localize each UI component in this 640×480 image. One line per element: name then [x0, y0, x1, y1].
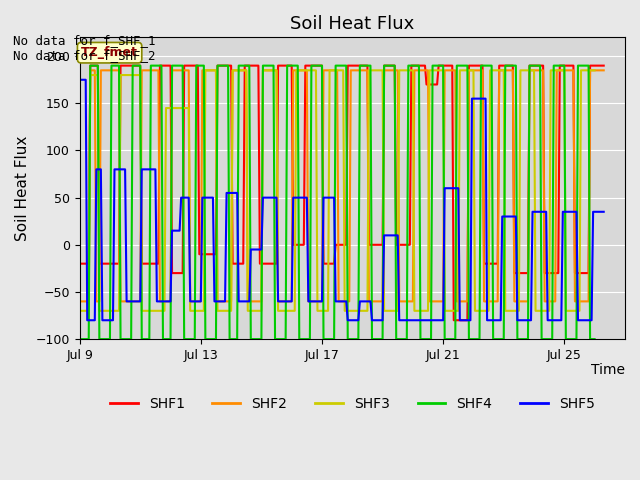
Text: TZ_fmet: TZ_fmet	[81, 46, 138, 59]
SHF1	[86, 63, 94, 69]
SHF1	[570, 63, 577, 69]
SHF5	[76, 77, 83, 83]
SHF5	[368, 317, 376, 323]
SHF5	[289, 195, 297, 201]
SHF3	[591, 68, 598, 73]
SHF3	[76, 308, 83, 314]
SHF2	[257, 299, 265, 304]
SHF3	[312, 68, 320, 73]
SHF2	[198, 68, 206, 73]
SHF1	[155, 261, 163, 266]
SHF2	[600, 68, 607, 73]
Line: SHF5: SHF5	[79, 80, 604, 320]
SHF2	[155, 68, 163, 73]
SHF4	[129, 63, 136, 69]
SHF4	[488, 63, 495, 69]
SHF3	[426, 68, 433, 73]
SHF2	[76, 299, 83, 304]
SHF1	[76, 261, 83, 266]
SHF5	[600, 209, 607, 215]
SHF5	[396, 317, 403, 323]
Title: Soil Heat Flux: Soil Heat Flux	[290, 15, 415, 33]
SHF3	[202, 68, 209, 73]
SHF1	[433, 82, 441, 87]
SHF3	[138, 308, 145, 314]
SHF3	[380, 308, 388, 314]
SHF4	[166, 336, 174, 342]
SHF5	[542, 209, 550, 215]
SHF1	[600, 63, 607, 69]
SHF2	[439, 299, 447, 304]
Y-axis label: Soil Heat Flux: Soil Heat Flux	[15, 135, 30, 241]
SHF1	[255, 63, 262, 69]
SHF4	[86, 63, 94, 69]
SHF2	[410, 68, 418, 73]
Line: SHF3: SHF3	[79, 71, 595, 311]
SHF4	[429, 63, 436, 69]
SHF1	[408, 63, 415, 69]
SHF2	[86, 68, 94, 73]
Text: No data for f_SHF_1
No data for f_SHF_2: No data for f_SHF_1 No data for f_SHF_2	[13, 34, 156, 61]
Line: SHF4: SHF4	[79, 66, 595, 339]
SHF1	[379, 242, 387, 248]
SHF5	[83, 317, 91, 323]
SHF5	[379, 317, 387, 323]
Legend: SHF1, SHF2, SHF3, SHF4, SHF5: SHF1, SHF2, SHF3, SHF4, SHF5	[104, 391, 600, 417]
X-axis label: Time: Time	[591, 363, 625, 377]
SHF5	[424, 317, 432, 323]
SHF2	[379, 299, 387, 304]
SHF4	[145, 336, 153, 342]
SHF3	[341, 308, 349, 314]
Line: SHF2: SHF2	[79, 71, 604, 301]
Line: SHF1: SHF1	[79, 66, 604, 320]
SHF4	[319, 336, 327, 342]
SHF4	[591, 336, 598, 342]
SHF4	[76, 336, 83, 342]
SHF3	[424, 308, 432, 314]
SHF1	[450, 317, 458, 323]
